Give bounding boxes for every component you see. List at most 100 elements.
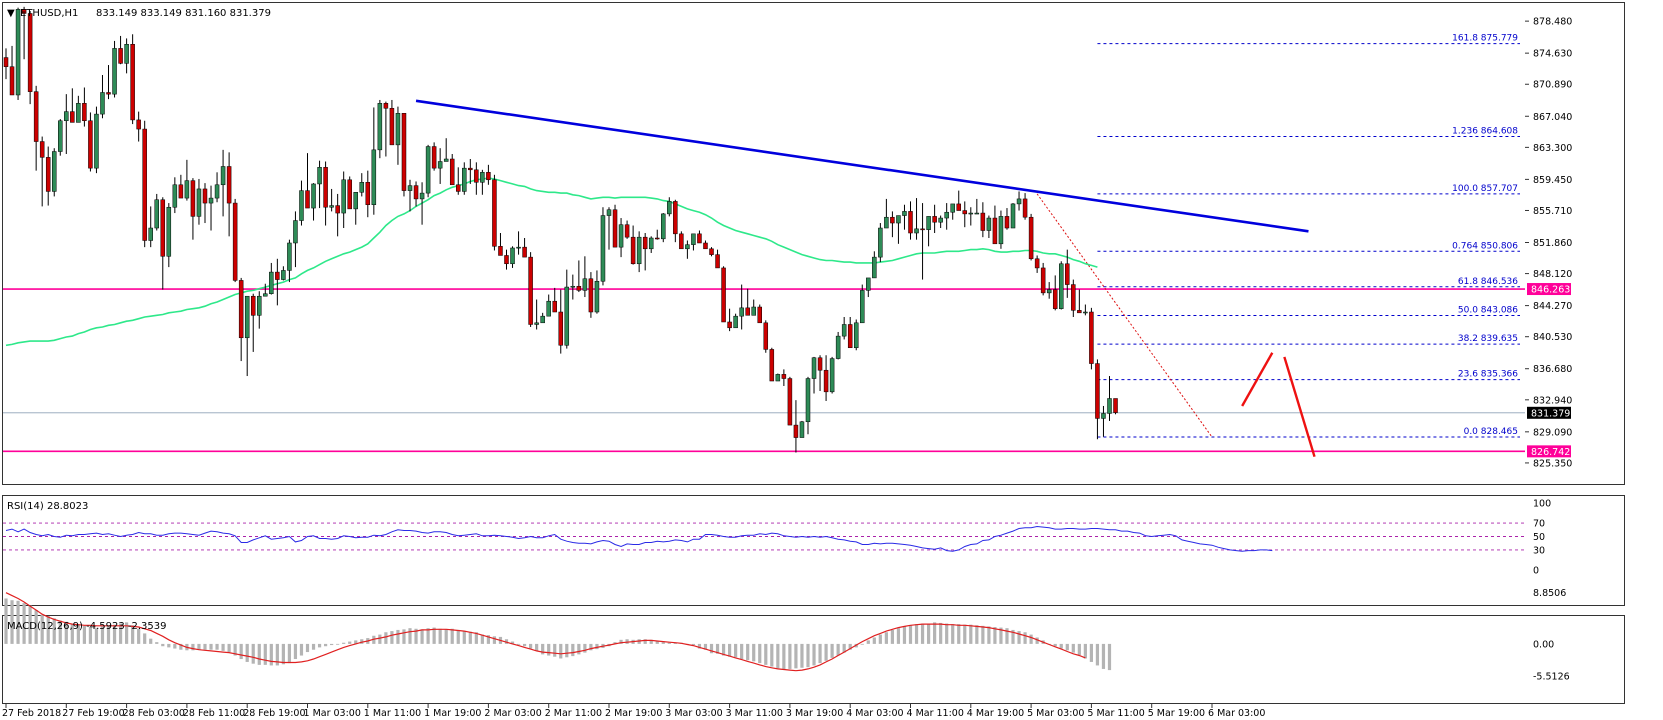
macd-histogram-bar <box>776 643 780 669</box>
candle-bearish <box>136 119 141 130</box>
macd-histogram-bar <box>1071 643 1075 653</box>
candle-bearish <box>576 285 582 291</box>
candle-bullish <box>546 300 551 317</box>
candle-bullish <box>829 358 835 393</box>
macd-histogram-bar <box>28 605 32 644</box>
candle-bullish <box>944 211 949 219</box>
candle-bullish <box>1107 398 1112 414</box>
candle-bearish <box>1095 363 1100 419</box>
macd-histogram-bar <box>516 643 521 645</box>
macd-histogram-bar <box>577 643 581 655</box>
candle-bearish <box>498 246 503 256</box>
macd-histogram-bar <box>414 628 418 644</box>
macd-histogram-bar <box>100 626 105 644</box>
candle-bullish <box>811 357 817 379</box>
fib-level-label: 1.236 864.608 <box>1452 126 1518 136</box>
candle-bullish <box>739 307 744 317</box>
macd-histogram-bar <box>251 643 255 664</box>
price-axis-label: 867.040 <box>1533 112 1572 123</box>
macd-histogram-bar <box>933 622 937 644</box>
candle-bullish <box>172 184 178 208</box>
fib-level-label: 161.8 875.779 <box>1452 34 1518 44</box>
candle-bullish <box>419 192 425 200</box>
candle-bullish <box>570 285 576 288</box>
macd-histogram-bar <box>1101 643 1106 669</box>
macd-histogram-bar <box>378 634 382 644</box>
candle-bullish <box>287 242 292 271</box>
macd-histogram-bar <box>330 643 334 646</box>
macd-histogram-bar <box>1077 643 1081 655</box>
macd-histogram-bar <box>52 618 56 644</box>
candle-bullish <box>841 324 847 337</box>
macd-histogram-bar <box>818 643 822 664</box>
candle-bullish <box>950 203 955 213</box>
macd-histogram-bar <box>173 643 177 649</box>
macd-histogram-bar <box>908 625 913 644</box>
macd-histogram-bar <box>812 643 816 666</box>
macd-histogram-bar <box>746 643 750 661</box>
candle-bullish <box>534 322 539 325</box>
macd-histogram-bar <box>1059 643 1063 649</box>
macd-histogram-bar <box>541 643 545 655</box>
macd-panel: 8.8506 0.00 -5.5126 <box>4 588 1570 682</box>
candle-bearish <box>721 267 726 323</box>
macd-axis-label: 0.00 <box>1533 639 1554 650</box>
candle-bullish <box>540 315 545 324</box>
macd-histogram-bar <box>438 628 442 644</box>
rsi-axis-label: 100 <box>1533 499 1551 510</box>
candle-bearish <box>932 216 937 223</box>
candle-bearish <box>630 236 636 265</box>
candle-bearish <box>305 190 310 209</box>
candle-bullish <box>1046 289 1052 294</box>
macd-histogram-bar <box>486 635 490 644</box>
candle-bullish <box>58 120 63 152</box>
candle-bullish <box>196 188 202 217</box>
macd-histogram-bar <box>64 621 68 644</box>
candle-bearish <box>709 248 714 255</box>
candle-bearish <box>823 369 829 393</box>
fib-level-label: 100.0 857.707 <box>1452 184 1518 194</box>
candle-bullish <box>986 217 992 231</box>
level-price-tag <box>1527 445 1571 458</box>
macd-histogram-bar <box>565 643 569 658</box>
macd-histogram-bar <box>420 629 424 644</box>
macd-histogram-bar <box>987 626 991 644</box>
fib-swing-line <box>1036 193 1213 438</box>
macd-panel-frame <box>2 615 1625 704</box>
candle-bullish <box>1101 413 1106 419</box>
time-axis-label: 27 Feb 19:00 <box>62 708 124 719</box>
macd-histogram-bar <box>336 643 340 645</box>
macd-histogram-bar <box>191 643 195 651</box>
candle-bullish <box>208 197 214 204</box>
macd-histogram-bar <box>137 628 141 644</box>
macd-histogram-bar <box>655 640 659 644</box>
macd-histogram-bar <box>275 643 279 666</box>
fib-level-label: 50.0 843.086 <box>1458 305 1518 315</box>
candle-bullish <box>853 322 859 349</box>
macd-histogram-bar <box>221 643 225 651</box>
candle-bullish <box>1083 311 1088 314</box>
macd-histogram-bar <box>390 631 394 644</box>
candle-bearish <box>21 9 27 14</box>
macd-histogram-bar <box>1089 643 1093 662</box>
macd-histogram-bar <box>734 643 738 658</box>
rsi-title: RSI(14) 28.8023 <box>7 501 88 512</box>
macd-histogram-bar <box>22 603 26 644</box>
candle-bearish <box>1065 263 1070 285</box>
candle-bearish <box>992 217 998 245</box>
candle-bearish <box>238 280 244 339</box>
macd-histogram-bar <box>522 643 527 647</box>
candle-bullish <box>926 216 931 230</box>
price-axis-label: 870.890 <box>1533 80 1572 91</box>
macd-histogram-bar <box>559 643 563 659</box>
candle-bearish <box>449 158 455 186</box>
candle-bearish <box>679 233 684 250</box>
candle-bullish <box>661 213 666 240</box>
macd-histogram-bar <box>118 623 123 644</box>
level-price-label: 846.263 <box>1531 285 1570 296</box>
time-axis-label: 3 Mar 11:00 <box>726 708 783 719</box>
price-axis-label: 848.120 <box>1533 269 1572 280</box>
macd-histogram-bar <box>510 641 515 644</box>
triangle-down-icon[interactable]: ▼ <box>7 8 15 19</box>
